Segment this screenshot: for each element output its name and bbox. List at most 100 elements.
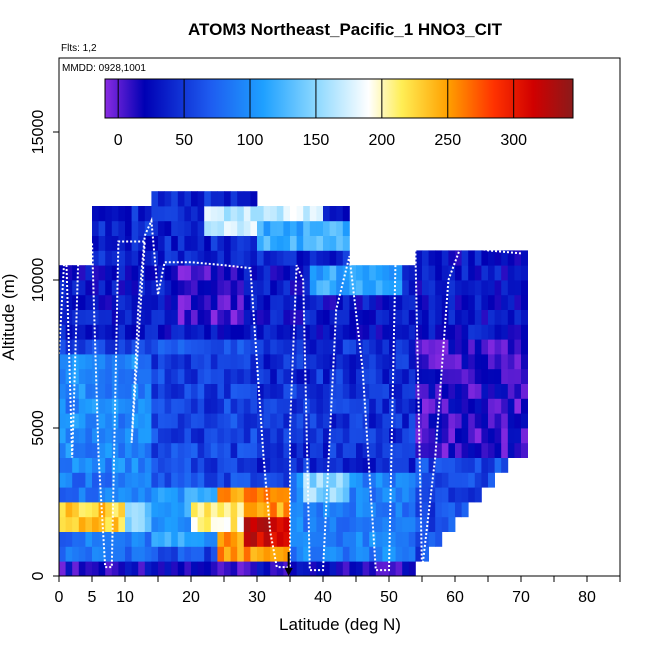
heatmap-cell <box>224 220 231 236</box>
heatmap-cell <box>362 531 370 547</box>
heatmap-cell <box>362 546 370 562</box>
heatmap-cell <box>158 191 165 207</box>
x-tick-label: 60 <box>446 589 464 606</box>
heatmap-cell <box>237 383 245 399</box>
heatmap-cell <box>296 457 304 473</box>
heatmap-cell <box>435 457 443 473</box>
heatmap-cell <box>111 487 119 503</box>
heatmap-cell <box>422 442 429 458</box>
heatmap-cell <box>415 428 423 444</box>
heatmap-cell <box>402 546 410 562</box>
heatmap-cell <box>210 531 218 547</box>
heatmap-cell <box>501 398 509 414</box>
heatmap-cell <box>98 428 106 444</box>
heatmap-cell <box>494 383 502 399</box>
heatmap-cell <box>111 502 119 518</box>
heatmap-cell <box>131 324 139 340</box>
heatmap-cell <box>158 324 165 340</box>
heatmap-cell <box>514 368 522 384</box>
heatmap-cell <box>316 265 324 281</box>
heatmap-cell <box>303 354 311 370</box>
heatmap-cell <box>158 354 165 370</box>
heatmap-cell <box>336 531 344 547</box>
heatmap-cell <box>461 280 469 296</box>
heatmap-cell <box>184 368 192 384</box>
heatmap-cell <box>98 442 106 458</box>
heatmap-cell <box>323 354 330 370</box>
heatmap-cell <box>428 487 436 503</box>
heatmap-cell <box>125 457 132 473</box>
heatmap-cell <box>408 280 416 296</box>
heatmap-cell <box>375 368 383 384</box>
heatmap-cell <box>131 457 139 473</box>
heatmap-cell <box>375 413 383 429</box>
heatmap-cell <box>323 561 330 577</box>
heatmap-cell <box>243 250 251 266</box>
heatmap-cell <box>98 561 106 577</box>
heatmap-cell <box>296 383 304 399</box>
heatmap-cell <box>151 546 159 562</box>
heatmap-cell <box>303 309 311 325</box>
x-tick-label: 40 <box>314 589 332 606</box>
heatmap-cell <box>369 309 377 325</box>
heatmap-cell <box>290 428 297 444</box>
heatmap-cell <box>415 250 423 266</box>
heatmap-cell <box>415 294 423 310</box>
heatmap-cell <box>395 472 403 488</box>
heatmap-cell <box>98 309 106 325</box>
heatmap-cell <box>303 294 311 310</box>
heatmap-cell <box>461 324 469 340</box>
heatmap-cell <box>111 280 119 296</box>
heatmap-cell <box>501 265 509 281</box>
heatmap-cell <box>184 472 192 488</box>
heatmap-cell <box>92 294 99 310</box>
heatmap-cell <box>342 250 350 266</box>
heatmap-cell <box>118 457 126 473</box>
heatmap-cell <box>224 250 231 266</box>
heatmap-cell <box>474 428 482 444</box>
heatmap-cell <box>303 220 311 236</box>
heatmap-cell <box>375 324 383 340</box>
heatmap-cell <box>191 383 198 399</box>
x-tick-label: 5 <box>88 589 97 606</box>
heatmap-cell <box>382 442 390 458</box>
heatmap-cell <box>118 206 126 222</box>
heatmap-cell <box>375 428 383 444</box>
heatmap-cell <box>151 191 159 207</box>
heatmap-cell <box>65 368 73 384</box>
heatmap-cell <box>263 368 271 384</box>
heatmap-cell <box>118 428 126 444</box>
heatmap-cell <box>494 368 502 384</box>
heatmap-cell <box>349 531 357 547</box>
heatmap-cell <box>184 516 192 532</box>
heatmap-cell <box>507 339 515 355</box>
heatmap-cell <box>309 354 317 370</box>
heatmap-cell <box>336 280 344 296</box>
heatmap-cell <box>204 339 212 355</box>
heatmap-cell <box>125 383 132 399</box>
heatmap-cell <box>309 339 317 355</box>
heatmap-cell <box>197 531 205 547</box>
heatmap-cell <box>217 250 225 266</box>
heatmap-cell <box>164 413 172 429</box>
heatmap-cell <box>243 294 251 310</box>
heatmap-cell <box>111 339 119 355</box>
heatmap-cell <box>395 383 403 399</box>
heatmap-cell <box>342 206 350 222</box>
heatmap-cell <box>191 516 198 532</box>
heatmap-cell <box>105 235 113 251</box>
heatmap-cell <box>105 561 113 577</box>
heatmap-cell <box>72 546 80 562</box>
heatmap-cell <box>336 368 344 384</box>
heatmap-cell <box>217 235 225 251</box>
heatmap-cell <box>59 442 66 458</box>
heatmap-cell <box>428 472 436 488</box>
heatmap-cell <box>59 398 66 414</box>
heatmap-cell <box>316 398 324 414</box>
heatmap-cell <box>191 457 198 473</box>
heatmap-cell <box>164 561 172 577</box>
heatmap-cell <box>230 309 238 325</box>
heatmap-cell <box>422 250 429 266</box>
heatmap-cell <box>204 472 212 488</box>
heatmap-cell <box>171 324 179 340</box>
